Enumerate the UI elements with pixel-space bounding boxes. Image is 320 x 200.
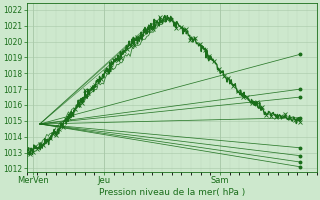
X-axis label: Pression niveau de la mer( hPa ): Pression niveau de la mer( hPa ) <box>99 188 245 197</box>
